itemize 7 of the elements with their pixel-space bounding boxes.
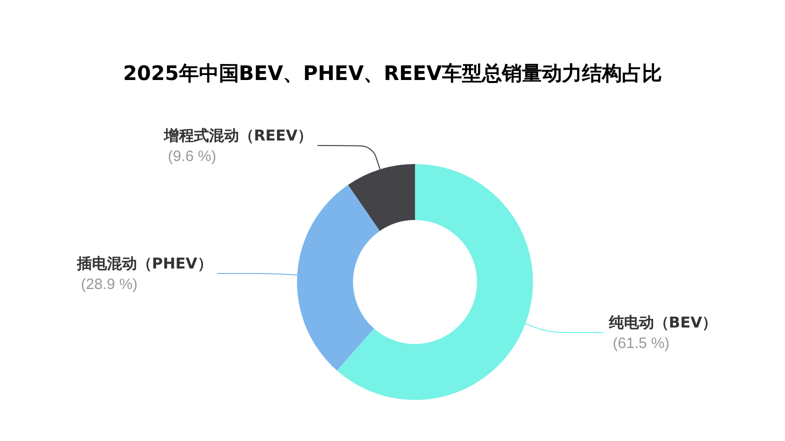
slice-label: 纯电动（BEV） — [608, 314, 718, 332]
slice-label: 插电混动（PHEV） — [76, 254, 212, 272]
data-label: (61.5 %) — [612, 335, 670, 352]
chart-title: 2025年中国BEV、PHEV、REEV车型总销量动力结构占比 — [123, 61, 662, 85]
data-label: (28.9 %) — [80, 276, 138, 293]
slice-label: 增程式混动（REEV） — [162, 126, 313, 144]
data-label: (9.6 %) — [168, 148, 216, 165]
